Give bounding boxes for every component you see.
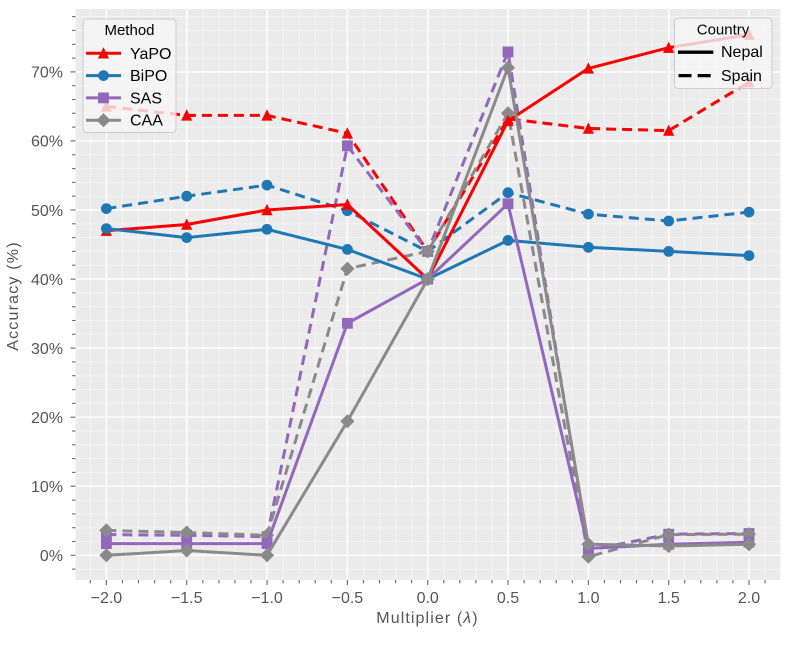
svg-text:70%: 70%	[31, 65, 63, 82]
svg-text:Accuracy (%): Accuracy (%)	[5, 241, 22, 351]
svg-text:0.5: 0.5	[497, 590, 519, 607]
svg-text:BiPO: BiPO	[130, 68, 167, 85]
svg-text:0%: 0%	[40, 548, 63, 565]
svg-text:Spain: Spain	[721, 68, 762, 85]
svg-text:30%: 30%	[31, 341, 63, 358]
svg-text:20%: 20%	[31, 410, 63, 427]
svg-text:Nepal: Nepal	[721, 44, 763, 61]
svg-text:YaPO: YaPO	[130, 46, 172, 63]
svg-text:40%: 40%	[31, 272, 63, 289]
svg-text:−1.5: −1.5	[171, 590, 203, 607]
svg-text:Country: Country	[697, 22, 750, 39]
svg-text:SAS: SAS	[130, 90, 162, 107]
svg-text:−2.0: −2.0	[91, 590, 123, 607]
svg-text:50%: 50%	[31, 203, 63, 220]
svg-text:Multiplier (λ): Multiplier (λ)	[376, 610, 478, 627]
svg-text:−0.5: −0.5	[332, 590, 364, 607]
svg-text:1.0: 1.0	[577, 590, 599, 607]
svg-text:Method: Method	[104, 22, 154, 39]
svg-text:1.5: 1.5	[658, 590, 680, 607]
svg-text:2.0: 2.0	[738, 590, 760, 607]
svg-text:0.0: 0.0	[417, 590, 439, 607]
svg-text:CAA: CAA	[130, 113, 163, 130]
svg-text:10%: 10%	[31, 479, 63, 496]
svg-text:60%: 60%	[31, 134, 63, 151]
svg-text:−1.0: −1.0	[251, 590, 283, 607]
